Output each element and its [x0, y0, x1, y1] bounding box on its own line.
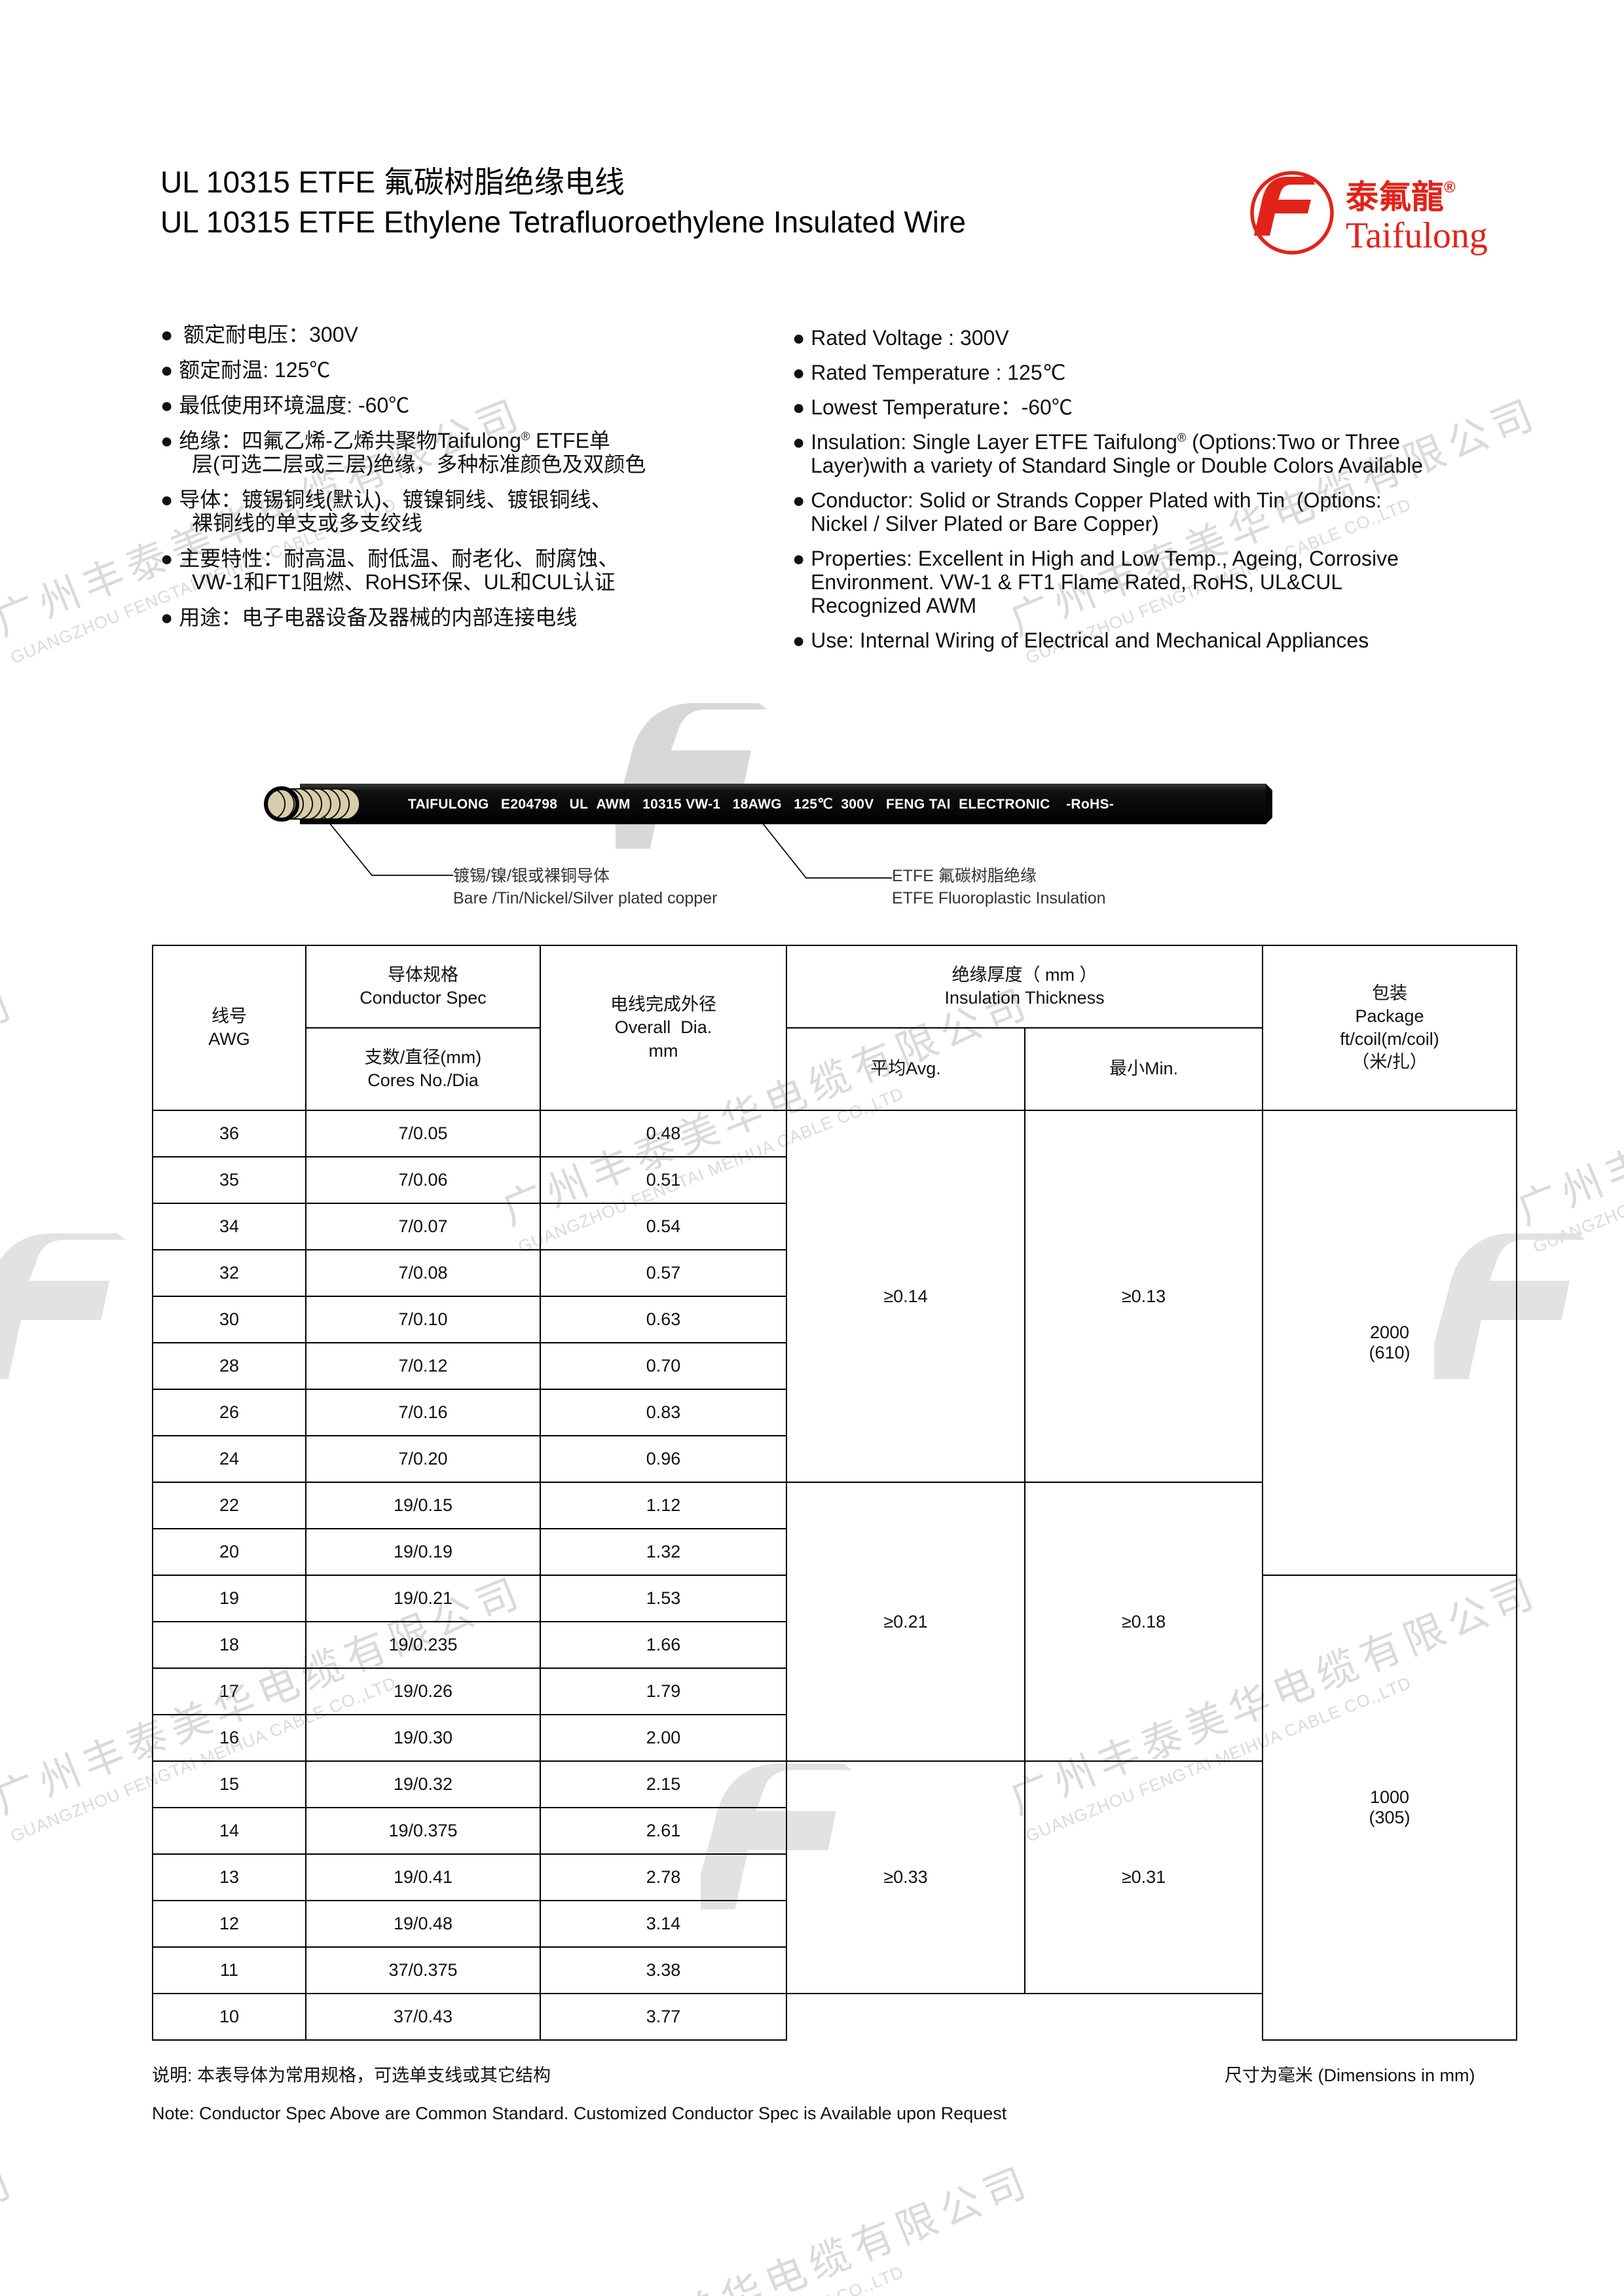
svg-text:Taifulong: Taifulong [1346, 215, 1488, 256]
svg-text:TAIFULONG E204798 UL AWM: TAIFULONG E204798 UL AWM 10315 VW-1 18AW… [408, 797, 1114, 812]
svg-text:泰氟龍®: 泰氟龍® [1346, 179, 1456, 215]
